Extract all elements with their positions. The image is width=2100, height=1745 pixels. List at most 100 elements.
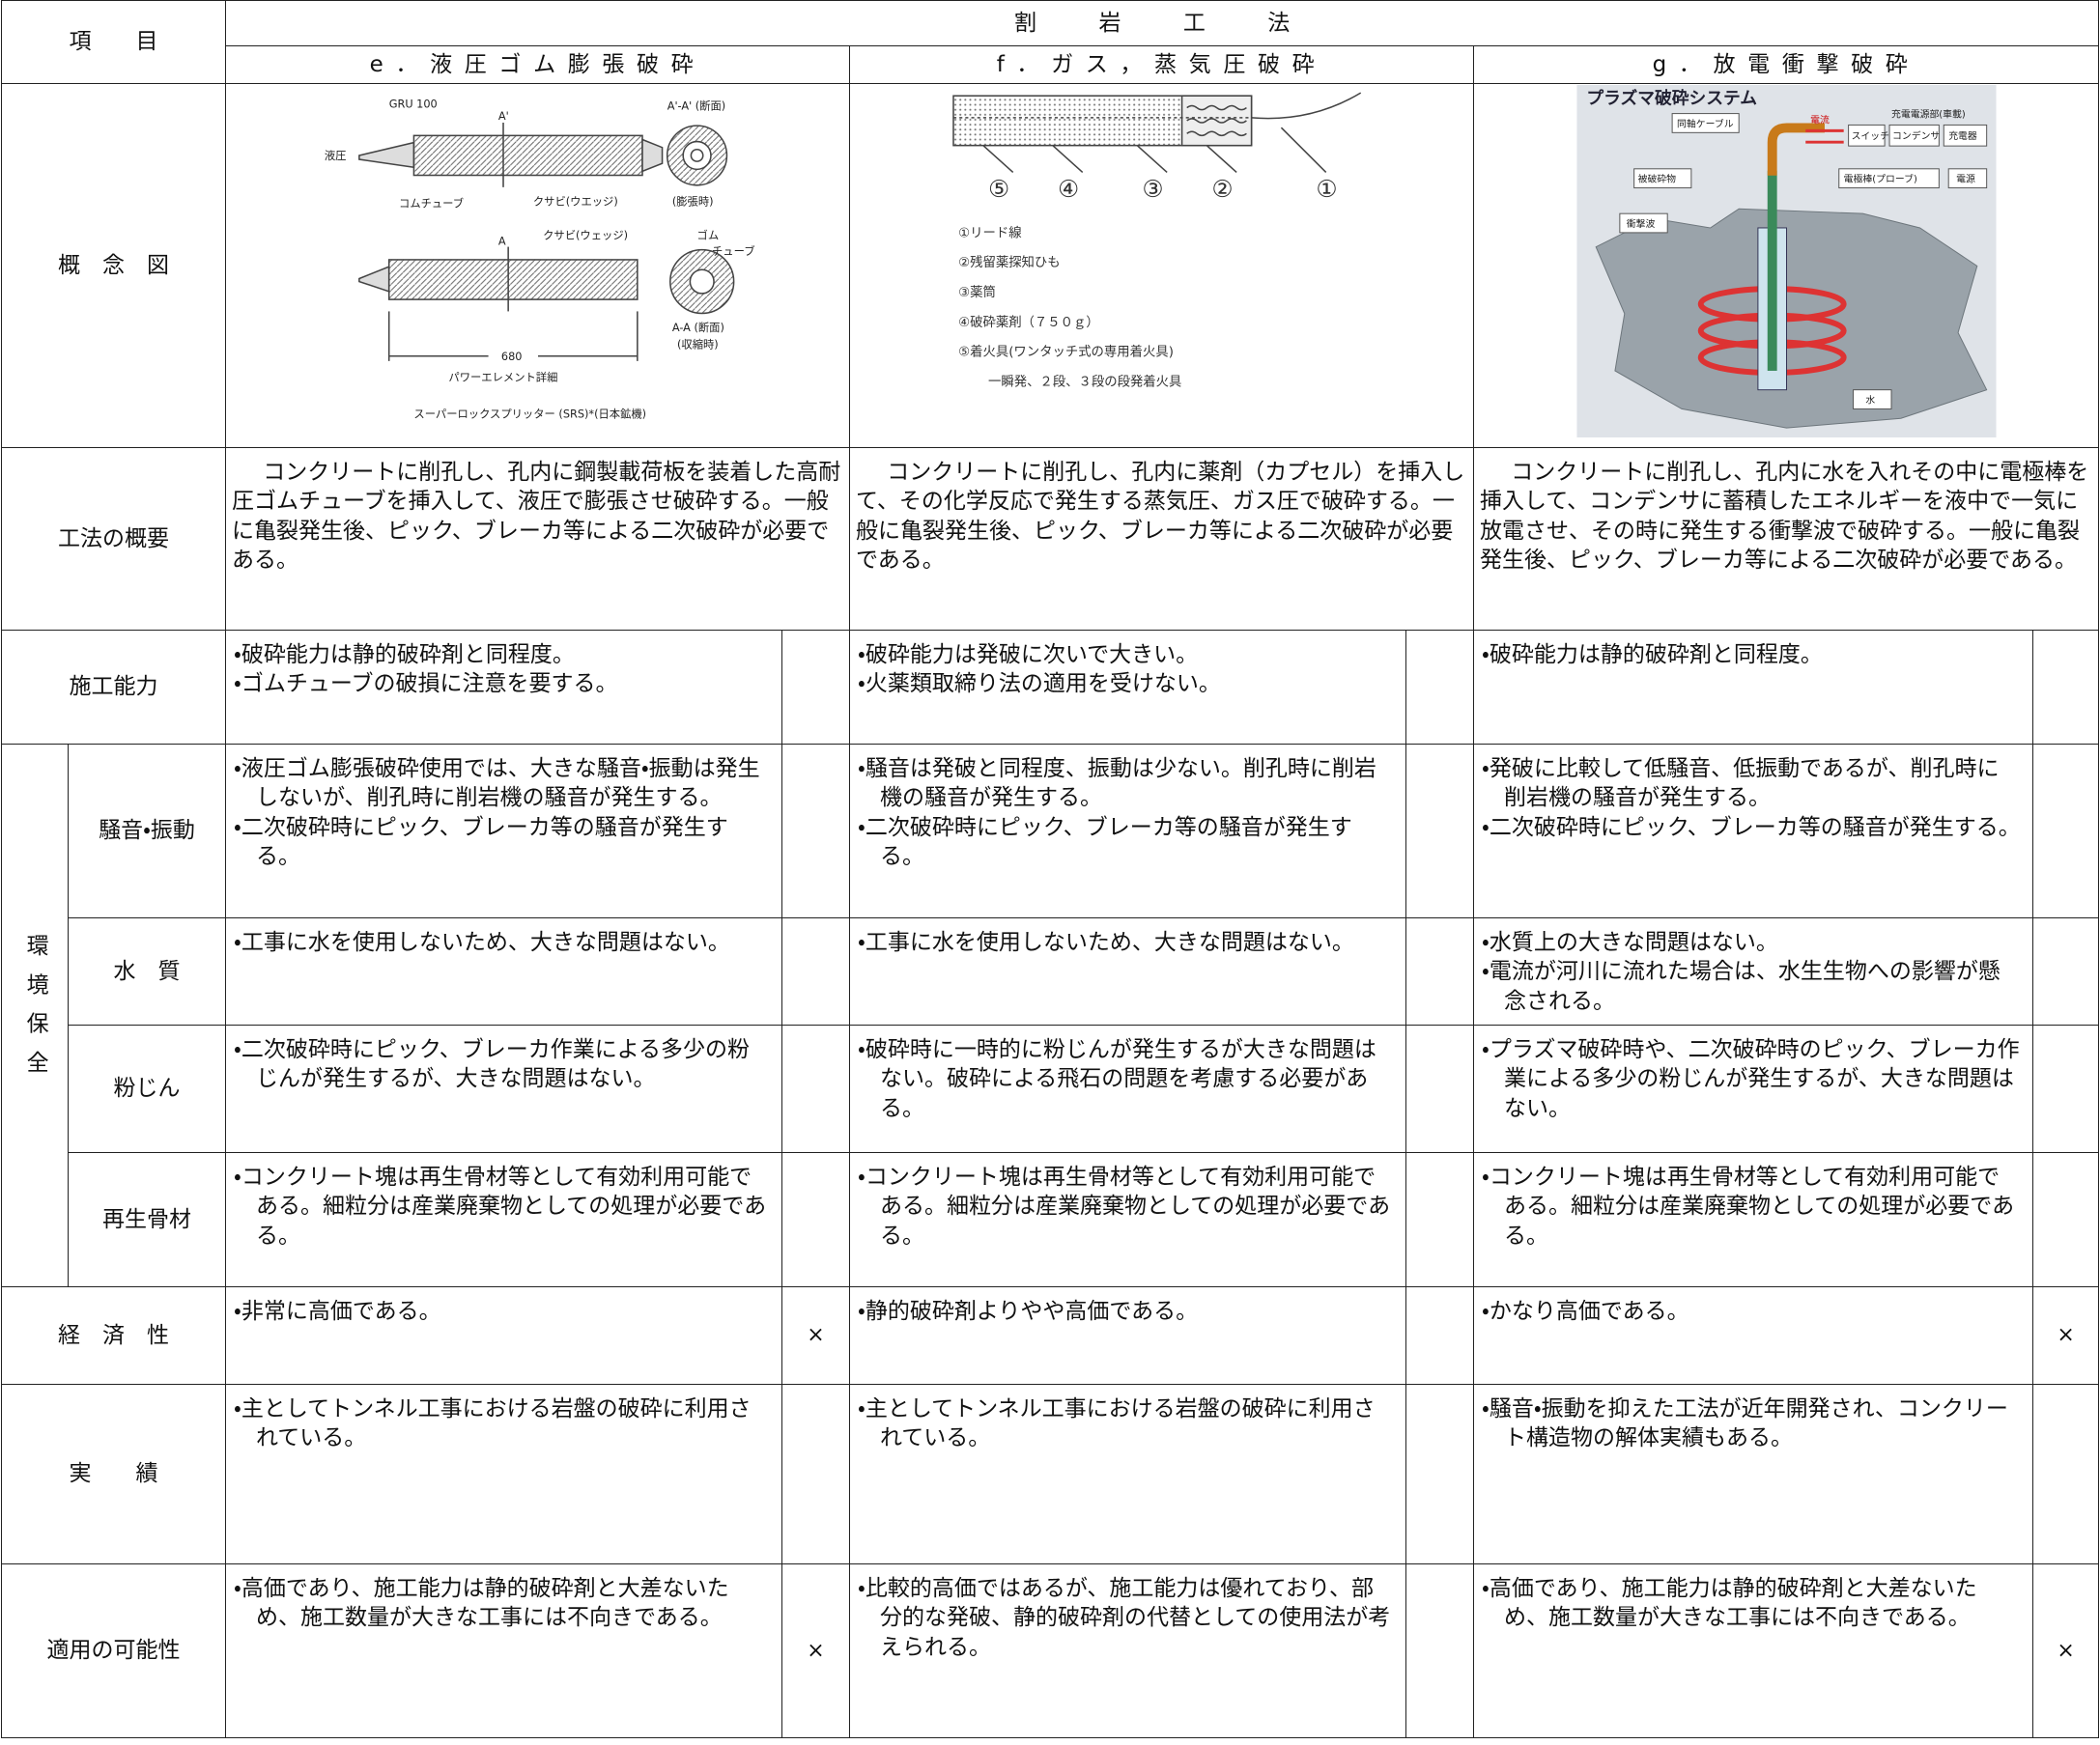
evaluation-mark: × (2031, 1563, 2100, 1738)
evaluation-mark (1405, 1563, 1474, 1738)
row-label: 適用の可能性 (1, 1563, 226, 1738)
diagram-label: スーパーロックスプリッター (SRS)*(日本鉱機) (413, 407, 646, 420)
evaluation-mark: × (781, 1286, 850, 1385)
diagram-label: (膨張時) (671, 195, 713, 208)
diagram-label: A'-A' (断面) (667, 99, 724, 112)
diagram-label: ゴム (696, 228, 719, 241)
diagram-label: コンデンサ (1892, 130, 1940, 143)
diagram-label: 電極棒(プローブ) (1843, 173, 1916, 185)
bullet-item: ・発破に比較して低騒音、低振動であるが、削孔時に削岩機の騒音が発生する。 (1482, 756, 2000, 811)
cell-text: ・破砕能力は静的破砕剤と同程度。 ・ゴムチューブの破損に注意を要する。 (225, 630, 782, 745)
diagram-cell: プラズマ破砕システム 同軸ケーブル 電流 スイッチ コンデンサ 充電器 充電電源… (1472, 83, 2100, 448)
bullet-item: ・破砕能力は静的破砕剤と同程度。 (1482, 642, 1823, 667)
row-label: 実 績 (1, 1384, 226, 1564)
bullet-item: ・比較的高価ではあるが、施工能力は優れており、部分的な発破、静的破砕剤の代替とし… (858, 1576, 1391, 1660)
evaluation-mark (1405, 1384, 1474, 1564)
diagram-label: チューブ (712, 244, 755, 258)
diagram-label: ⑤ (988, 175, 1009, 203)
diagram-label: 被破砕物 (1637, 173, 1676, 185)
bullet-item: ・コンクリート塊は再生骨材等として有効利用可能である。細粒分は産業廃棄物としての… (858, 1165, 1391, 1249)
cell-text: ・工事に水を使用しないため、大きな問題はない。 (849, 917, 1406, 1026)
bullet-item: ・騒音は発破と同程度、振動は少ない。削孔時に削岩機の騒音が発生する。 (858, 756, 1376, 811)
cell-text: ・発破に比較して低騒音、低振動であるが、削孔時に削岩機の騒音が発生する。・二次破… (1473, 744, 2033, 918)
bullet-item: ・工事に水を使用しないため、大きな問題はない。 (858, 930, 1354, 955)
bullet-item: ・コンクリート塊は再生骨材等として有効利用可能である。細粒分は産業廃棄物としての… (234, 1165, 767, 1249)
diagram-label: プラズマ破砕システム (1586, 88, 1757, 109)
table-row: 概 念 図 GRU 100 A' A'-A' (断面) 液圧 コムチューブ クサ… (1, 83, 2100, 448)
diagram-plasma: プラズマ破砕システム 同軸ケーブル 電流 スイッチ コンデンサ 充電器 充電電源… (1576, 85, 1997, 438)
table-row: 工法の概要 コンクリートに削孔し、孔内に鋼製載荷板を装着した高耐圧ゴムチューブを挿… (1, 447, 2100, 631)
row-label: 騒音・振動 (68, 744, 226, 918)
diagram-label: 一瞬発、２段、３段の段発着火具 (988, 373, 1181, 389)
cell-text: ・高価であり、施工能力は静的破砕剤と大差ないため、施工数量が大きな工事には不向き… (225, 1563, 782, 1738)
cell-text: ・高価であり、施工能力は静的破砕剤と大差ないため、施工数量が大きな工事には不向き… (1473, 1563, 2033, 1738)
diagram-gas: ⑤ ④ ③ ② ① ①リード線 ②残留薬探知ひも ③薬筒 ④破砕薬剤（７５０ｇ）… (951, 92, 1361, 389)
bullet-item: ・破砕能力は発破に次いで大きい。 (858, 642, 1199, 667)
diagram-label: A (497, 235, 505, 247)
row-label: 施工能力 (1, 630, 226, 745)
overview-text: コンクリートに削孔し、孔内に鋼製載荷板を装着した高耐圧ゴムチューブを挿入して、液… (225, 447, 850, 631)
diagram-label: (収縮時) (677, 337, 719, 351)
cell-text: ・騒音・振動を抑えた工法が近年開発され、コンクリート構造物の解体実績もある。 (1473, 1384, 2033, 1564)
evaluation-mark (2031, 744, 2100, 918)
bullet-item: ・液圧ゴム膨張破砕使用では、大きな騒音・振動は発生しないが、削孔時に削岩機の騒音… (234, 756, 760, 811)
evaluation-mark (1405, 1025, 1474, 1153)
cell-text: ・主としてトンネル工事における岩盤の破砕に利用されている。 (849, 1384, 1406, 1564)
cell-text: ・水質上の大きな問題はない。 ・電流が河川に流れた場合は、水生生物への影響が懸念さ… (1473, 917, 2033, 1026)
bullet-item: ・二次破砕時にピック、ブレーカ等の騒音が発生する。 (858, 814, 1352, 870)
bullet-item: ・火薬類取締り法の適用を受けない。 (858, 671, 1221, 697)
table-row: 環境保全 騒音・振動 ・液圧ゴム膨張破砕使用では、大きな騒音・振動は発生しないが、削… (1, 744, 2100, 1287)
diagram-label: スイッチ (1851, 131, 1888, 143)
bullet-item: ・工事に水を使用しないため、大きな問題はない。 (234, 930, 730, 955)
evaluation-mark (2031, 1384, 2100, 1564)
table-row: e．液圧ゴム膨張破砕 f．ガス，蒸気圧破砕 g．放電衝撃破砕 (2, 45, 2100, 84)
diagram-label: ④ (1058, 175, 1079, 203)
evaluation-mark (781, 1152, 850, 1287)
overview-text: コンクリートに削孔し、孔内に水を入れその中に電極棒を挿入して、コンデンサに蓄積し… (1472, 447, 2100, 631)
bullet-item: ・ゴムチューブの破損に注意を要する。 (234, 671, 618, 697)
overview-text: コンクリートに削孔し、孔内に薬剤（カプセル）を挿入して、その化学反応で発生する蒸… (849, 447, 1474, 631)
evaluation-mark (1405, 1286, 1474, 1385)
cell-text: ・工事に水を使用しないため、大きな問題はない。 (225, 917, 782, 1026)
diagram-label: 水 (1865, 395, 1875, 407)
method-group-header: 割 岩 工 法 (224, 0, 2100, 46)
bullet-item: ・二次破砕時にピック、ブレーカ等の騒音が発生する。 (1482, 814, 2021, 840)
diagram-label: パワーエレメント詳細 (448, 370, 557, 383)
table-row: 施工能力 ・破砕能力は静的破砕剤と同程度。 ・ゴムチューブの破損に注意を要する。 ・破… (1, 630, 2100, 745)
diagram-label: ①リード線 (958, 225, 1022, 240)
cell-text: ・液圧ゴム膨張破砕使用では、大きな騒音・振動は発生しないが、削孔時に削岩機の騒音… (225, 744, 782, 918)
diagram-label: クサビ(ウェッジ) (543, 229, 628, 241)
table-row: 実 績・主としてトンネル工事における岩盤の破砕に利用されている。 ・主としてトンネ… (1, 1384, 2100, 1564)
evaluation-mark (2031, 917, 2100, 1026)
bullet-item: ・高価であり、施工能力は静的破砕剤と大差ないため、施工数量が大きな工事には不向き… (234, 1576, 729, 1631)
diagram-label: 充電器 (1948, 131, 1977, 143)
cell-text: ・かなり高価である。 (1473, 1286, 2033, 1385)
diagram-srs: GRU 100 A' A'-A' (断面) 液圧 コムチューブ クサビ(ウエッジ… (324, 98, 755, 420)
diagram-label: コムチューブ (399, 196, 464, 210)
diagram-label: 680 (500, 351, 522, 363)
evaluation-mark (781, 917, 850, 1026)
diagram-label: 同軸ケーブル (1677, 118, 1734, 130)
evaluation-mark (781, 744, 850, 918)
cell-text: ・コンクリート塊は再生骨材等として有効利用可能である。細粒分は産業廃棄物としての… (1473, 1152, 2033, 1287)
diagram-label: 電流 (1810, 115, 1830, 127)
diagram-label: A' (497, 110, 508, 123)
row-label: 概 念 図 (1, 83, 226, 448)
row-label: 水 質 (68, 917, 226, 1026)
evaluation-mark (2031, 1025, 2100, 1153)
table-row: 水 質・工事に水を使用しないため、大きな問題はない。 ・工事に水を使用しないため、… (2, 917, 2100, 1026)
bullet-item: ・静的破砕剤よりやや高価である。 (858, 1299, 1199, 1324)
row-label: 工法の概要 (1, 447, 226, 631)
table-row: 再生骨材 ・コンクリート塊は再生骨材等として有効利用可能である。細粒分は産業廃棄物… (2, 1152, 2100, 1287)
diagram-label: 電源 (1956, 173, 1975, 185)
cell-text: ・非常に高価である。 (225, 1286, 782, 1385)
evaluation-mark: × (781, 1563, 850, 1738)
cell-text: ・静的破砕剤よりやや高価である。 (849, 1286, 1406, 1385)
evaluation-mark (1405, 744, 1474, 918)
evaluation-mark (2031, 1152, 2100, 1287)
cell-text: ・破砕時に一時的に粉じんが発生するが大きな問題はない。破砕による飛石の問題を考慮… (849, 1025, 1406, 1153)
group-label-text: 環境保全 (22, 933, 48, 1089)
evaluation-mark: × (2031, 1286, 2100, 1385)
table-row: 粉じん ・二次破砕時にピック、ブレーカ作業による多少の粉じんが発生するが、大きな問… (2, 1025, 2100, 1153)
